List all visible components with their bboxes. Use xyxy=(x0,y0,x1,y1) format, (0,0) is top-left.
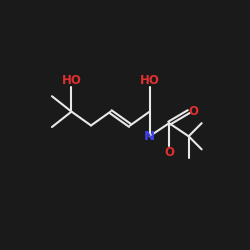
Text: O: O xyxy=(189,105,199,118)
Text: HO: HO xyxy=(140,74,160,87)
Text: N: N xyxy=(144,130,155,143)
Text: O: O xyxy=(164,146,174,159)
Text: HO: HO xyxy=(62,74,82,87)
